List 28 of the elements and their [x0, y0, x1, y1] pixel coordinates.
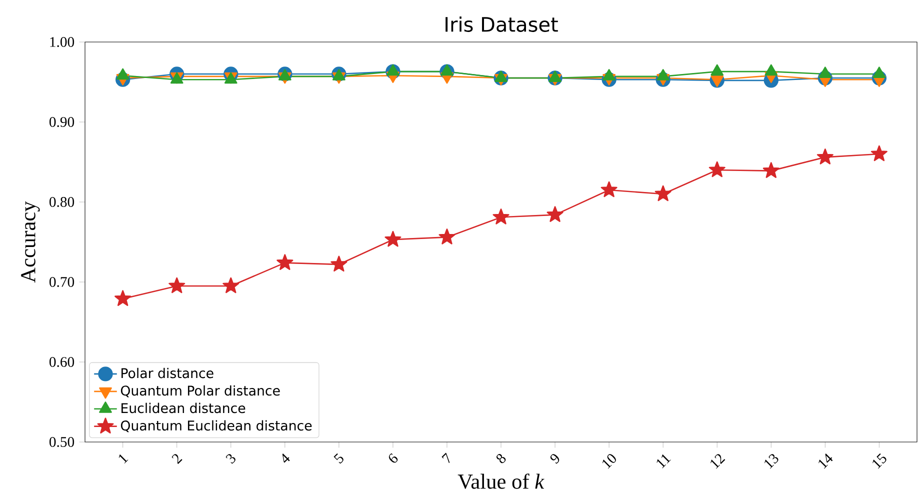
- x-tick-label: 14: [818, 454, 833, 469]
- y-tick-label: 0.50: [50, 437, 74, 447]
- x-axis-title: Value of k: [458, 474, 544, 489]
- chart-title: Iris Dataset: [446, 16, 558, 32]
- y-tick-label: 0.70: [50, 277, 74, 287]
- x-tick-label: 1: [118, 454, 128, 464]
- x-tick-label: 10: [602, 454, 616, 469]
- x-tick-label: 15: [872, 453, 886, 469]
- x-tick-label: 2: [172, 454, 182, 464]
- x-tick-label: 11: [656, 454, 671, 468]
- x-tick-label: 4: [282, 454, 290, 463]
- y-tick-label: 0.90: [50, 117, 74, 127]
- legend-label: Quantum Euclidean distance: [120, 420, 312, 432]
- legend-label: Polar distance: [122, 368, 214, 378]
- x-tick-label: 13: [764, 454, 778, 469]
- legend-label: Euclidean distance: [122, 402, 246, 414]
- x-tick-label: 6: [388, 453, 398, 463]
- x-tick-label: 12: [710, 454, 726, 469]
- y-tick-label: 0.80: [50, 197, 74, 207]
- y-tick-label: 1.00: [50, 37, 74, 47]
- y-axis-title: Accuracy: [21, 201, 40, 283]
- x-tick-label: 5: [334, 453, 344, 464]
- x-tick-label: 9: [550, 454, 560, 464]
- legend-label: Quantum Polar distance: [120, 385, 280, 398]
- x-tick-label: 3: [226, 454, 236, 464]
- x-tick-label: 7: [442, 452, 450, 464]
- x-tick-label: 8: [496, 454, 506, 464]
- y-tick-label: 0.60: [50, 357, 74, 367]
